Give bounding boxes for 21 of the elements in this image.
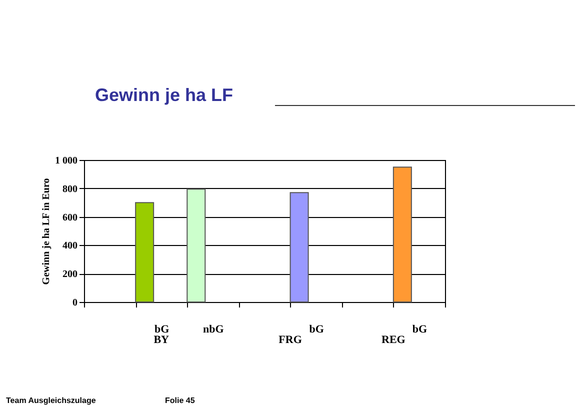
y-tick-label: 400 bbox=[62, 240, 78, 252]
text: Team Ausgleichszulage bbox=[6, 396, 96, 405]
bar bbox=[290, 192, 309, 302]
text: Folie 45 bbox=[165, 396, 195, 405]
x-tick-label: bG bbox=[309, 324, 324, 336]
text: BY bbox=[154, 334, 170, 346]
bar bbox=[135, 202, 154, 302]
x-tick-label: bG bbox=[412, 324, 428, 336]
y-tick-label: 1 000 bbox=[55, 156, 78, 166]
y-tick-label: 600 bbox=[62, 212, 78, 224]
bar bbox=[186, 188, 206, 302]
x-tick-label: bG bbox=[154, 324, 170, 336]
y-axis-title: Gewinn je ha LF in Euro bbox=[41, 178, 52, 285]
bar bbox=[392, 166, 412, 302]
text: REG bbox=[382, 334, 406, 346]
y-tick-label: 800 bbox=[62, 184, 78, 195]
y-tick-label: 200 bbox=[62, 269, 78, 280]
x-tick-label: nbG bbox=[203, 324, 224, 336]
y-tick-label: 0 bbox=[72, 298, 78, 308]
chart-title: Gewinn je ha LF bbox=[95, 85, 234, 106]
text: FRG bbox=[278, 334, 302, 346]
